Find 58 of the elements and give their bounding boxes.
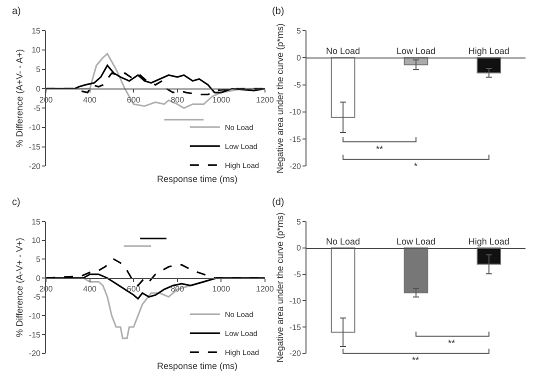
x-tick-label: 1000 (212, 95, 231, 104)
y-tick-label: -20 (28, 349, 42, 358)
y-axis-title: Negative area under the curve (p*ms) (274, 212, 285, 362)
y-tick-label: 5 (296, 217, 302, 226)
y-tick-label: -5 (294, 270, 302, 280)
x-tick-label: No Load (326, 46, 360, 56)
y-tick-label: -10 (289, 108, 302, 117)
y-tick-label: -20 (289, 349, 302, 358)
text: ** (412, 355, 420, 365)
chart-title: (d) (272, 197, 284, 208)
chart-title: a) (12, 6, 21, 17)
x-tick-label: 800 (170, 284, 185, 294)
y-tick-label: 0 (296, 53, 302, 62)
x-tick-label: 800 (170, 95, 185, 104)
y-tick-label: 0 (296, 244, 302, 253)
x-tick-label: 400 (83, 284, 98, 294)
annotation: * (414, 161, 418, 171)
x-tick-label: High Load (468, 236, 510, 246)
y-tick-label: 0 (36, 84, 42, 94)
y-tick-label: 15 (32, 217, 42, 226)
x-tick-label: 400 (83, 95, 98, 104)
y-tick-label: -5 (294, 80, 302, 90)
chart-title: (b) (272, 6, 284, 17)
x-tick-label: 600 (126, 95, 141, 104)
y-tick-label: 5 (36, 255, 42, 264)
x-tick-label: No Load (326, 236, 360, 246)
y-tick-label: -20 (28, 162, 42, 171)
chart-title: c) (12, 197, 20, 208)
x-tick-label: 1200 (256, 95, 274, 104)
y-tick-label: -10 (28, 123, 42, 132)
y-tick-label: -15 (289, 134, 302, 144)
y-tick-label: -15 (28, 142, 42, 152)
y-tick-label: -5 (33, 104, 42, 113)
y-tick-label: 0 (36, 274, 42, 283)
y-tick-label: -5 (33, 292, 42, 302)
y-axis-title: Negative area under the curve (p*ms) (274, 23, 285, 174)
y-tick-label: -20 (289, 162, 302, 171)
annotation: ** (376, 144, 384, 154)
y-tick-label: -10 (289, 296, 302, 306)
y-tick-label: 15 (32, 26, 42, 36)
y-tick-label: -15 (28, 330, 42, 340)
x-tick-label: High Load (468, 46, 510, 56)
y-tick-label: 5 (296, 26, 302, 36)
y-tick-label: 10 (32, 46, 42, 55)
annotation: ** (448, 338, 456, 348)
y-axis-title: % Difference (A+V- - A+) (14, 49, 24, 148)
x-tick-label: 1200 (256, 284, 274, 294)
x-tick-label: 1000 (212, 284, 231, 294)
y-tick-label: 5 (36, 65, 42, 74)
x-tick-label: 600 (126, 284, 141, 294)
y-axis-title: % Difference (A-V+ - V+) (14, 238, 24, 338)
x-tick-label: Low Load (396, 46, 436, 56)
y-tick-label: 10 (32, 236, 42, 246)
y-tick-label: -10 (28, 312, 42, 320)
x-axis-title: Response time (ms) (157, 174, 238, 184)
x-axis-title: Response time (ms) (157, 361, 238, 371)
y-tick-label: -15 (289, 322, 302, 332)
x-tick-label: Low Load (396, 236, 436, 246)
